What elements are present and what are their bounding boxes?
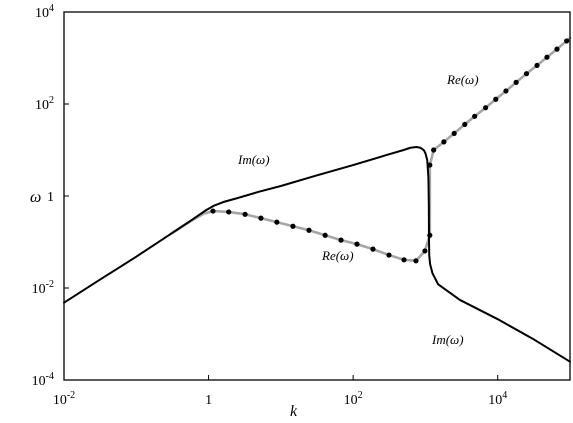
series-marker-dot [427,232,433,238]
series-marker-dot [503,88,509,94]
y-tick-label: 1 [47,190,54,205]
series-marker-dot [370,246,376,252]
annotation-re-upper: Re(ω) [446,72,479,87]
series-marker-dot [554,46,560,52]
series-marker-dot [386,252,392,258]
y-axis-label: ω [30,189,41,206]
plot-frame [63,11,571,381]
series-marker-dot [274,219,280,225]
x-tick-label: 10-2 [53,390,75,408]
series-marker-dot [523,71,530,77]
series-marker-dot [322,232,328,238]
series-marker-dot [354,241,360,247]
series-marker-dot [441,139,447,145]
annotation-re-lower: Re(ω) [321,248,354,263]
series-marker-dot [427,162,433,168]
y-tick-label: 102 [35,95,54,113]
series-marker-dot [534,62,540,69]
annotation-im-lower: Im(ω) [431,332,464,347]
series-marker-dot [226,209,232,215]
series-marker-dot [544,54,550,60]
series-marker-dot [290,223,296,229]
series-marker-dot [431,147,437,153]
series-marker-dot [338,237,344,243]
series-marker-dot [513,79,519,85]
series-line-re [169,36,572,263]
y-tick-label: 10-2 [32,279,54,297]
plot-marks [63,36,572,363]
series-marker-dot [258,215,264,221]
series-marker-dot [242,211,248,217]
series-marker-dot [306,227,312,233]
x-tick-label: 1 [205,393,212,408]
series-line-im [63,146,571,363]
series-marker-dot [413,258,419,264]
series-marker-dot [401,257,407,263]
series-marker-dot [493,96,499,102]
x-tick-label: 104 [488,390,507,408]
series-marker-dot [210,208,216,214]
series-marker-dot [422,248,428,254]
series-marker-dot [472,113,478,119]
series-marker-dot [451,130,457,136]
series-marker-dot [564,38,570,44]
x-tick-label: 102 [344,390,363,408]
series-marker-dot [462,121,468,128]
x-axis-label: k [290,403,298,420]
y-tick-label: 104 [35,3,54,21]
annotation-im-upper: Im(ω) [237,152,270,167]
y-tick-label: 10-4 [32,371,54,389]
series-marker-dot [483,105,489,111]
